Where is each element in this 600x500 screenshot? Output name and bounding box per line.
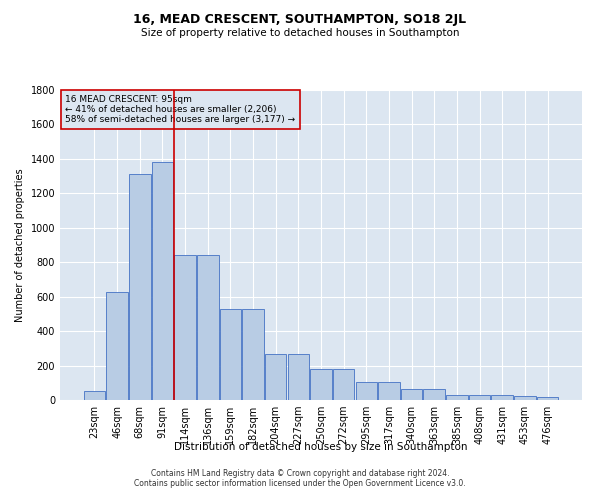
Bar xyxy=(446,395,467,400)
Text: 16, MEAD CRESCENT, SOUTHAMPTON, SO18 2JL: 16, MEAD CRESCENT, SOUTHAMPTON, SO18 2JL xyxy=(133,12,467,26)
Bar xyxy=(242,308,264,400)
Bar xyxy=(378,382,400,400)
Text: Contains public sector information licensed under the Open Government Licence v3: Contains public sector information licen… xyxy=(134,478,466,488)
Text: Size of property relative to detached houses in Southampton: Size of property relative to detached ho… xyxy=(141,28,459,38)
Bar xyxy=(469,395,490,400)
Bar xyxy=(220,308,241,400)
Bar xyxy=(310,369,332,400)
Bar xyxy=(491,395,513,400)
Bar xyxy=(401,389,422,400)
Bar xyxy=(175,256,196,400)
Bar xyxy=(356,382,377,400)
Bar xyxy=(129,174,151,400)
Bar xyxy=(424,389,445,400)
Bar xyxy=(106,292,128,400)
Text: 16 MEAD CRESCENT: 95sqm
← 41% of detached houses are smaller (2,206)
58% of semi: 16 MEAD CRESCENT: 95sqm ← 41% of detache… xyxy=(65,94,295,124)
Bar xyxy=(152,162,173,400)
Bar xyxy=(287,354,309,400)
Bar xyxy=(333,369,355,400)
Text: Distribution of detached houses by size in Southampton: Distribution of detached houses by size … xyxy=(174,442,468,452)
Bar xyxy=(265,354,286,400)
Bar xyxy=(197,256,218,400)
Y-axis label: Number of detached properties: Number of detached properties xyxy=(15,168,25,322)
Text: Contains HM Land Registry data © Crown copyright and database right 2024.: Contains HM Land Registry data © Crown c… xyxy=(151,468,449,477)
Bar xyxy=(84,392,105,400)
Bar xyxy=(514,396,536,400)
Bar xyxy=(537,396,558,400)
